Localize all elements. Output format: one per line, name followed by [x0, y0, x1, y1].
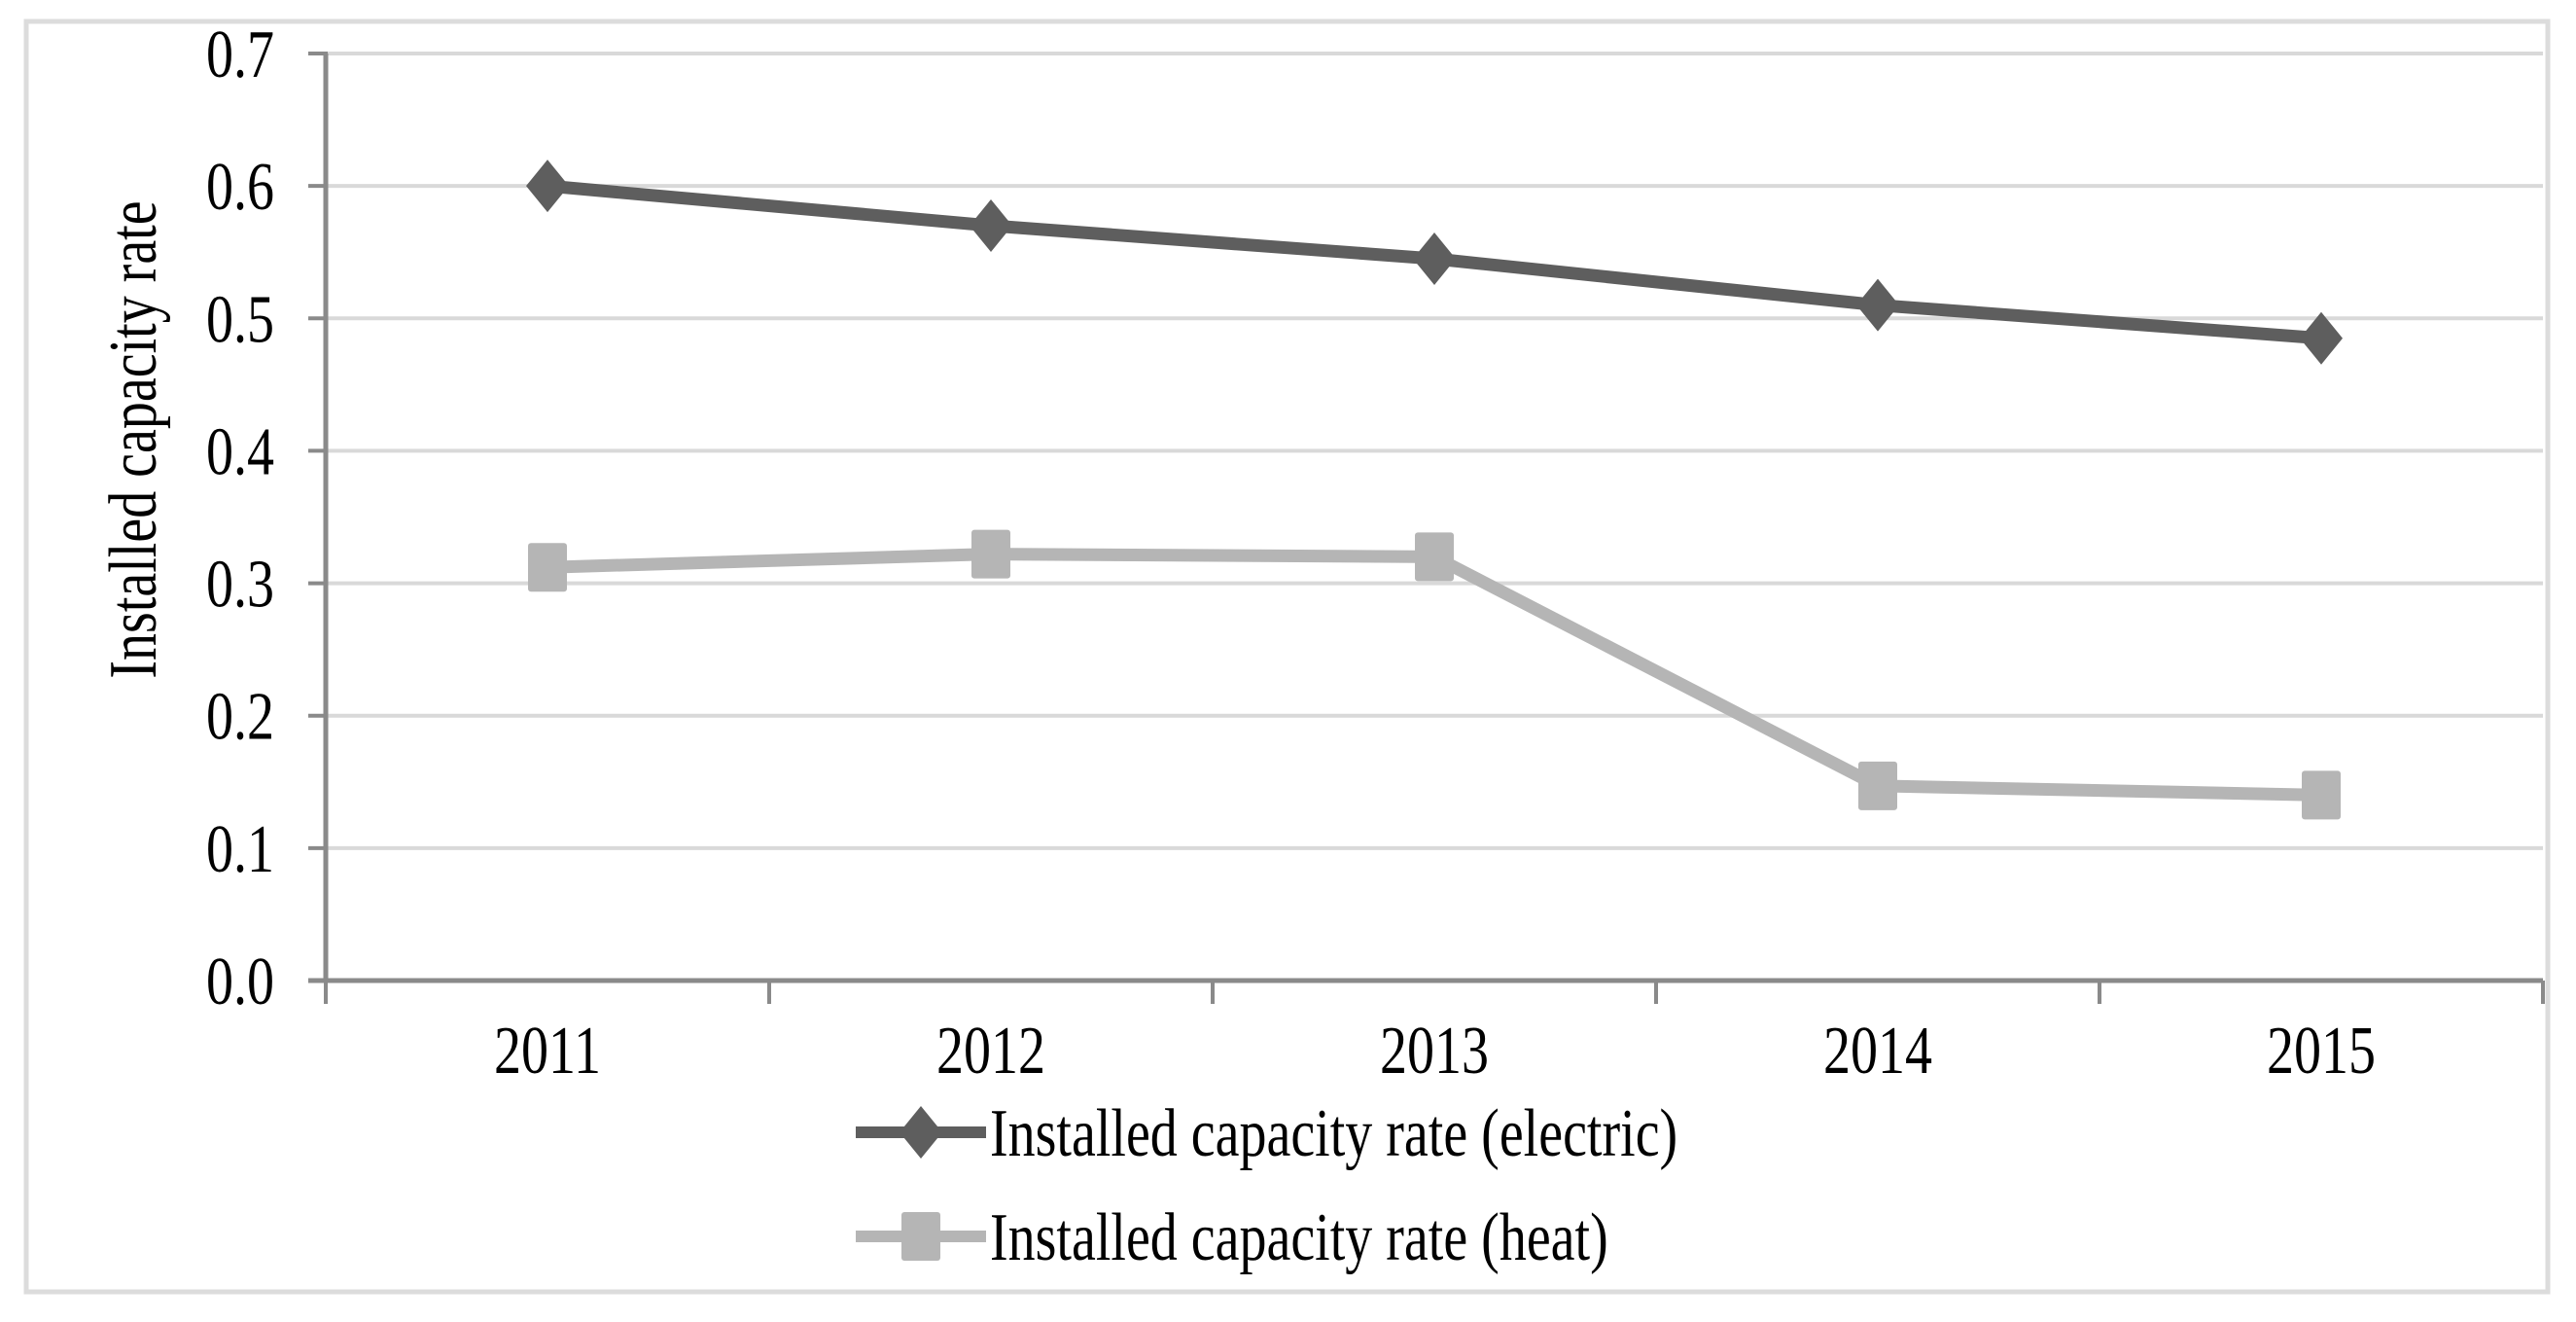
square-marker-icon	[1415, 532, 1454, 582]
y-tick-label: 0.7	[206, 17, 274, 91]
legend-item: Installed capacity rate (electric)	[856, 1095, 1677, 1170]
x-category-label: 2012	[936, 1013, 1045, 1088]
square-marker-icon	[528, 543, 567, 592]
legend-item: Installed capacity rate (heat)	[856, 1199, 1608, 1274]
x-category-label: 2013	[1380, 1013, 1489, 1088]
series-line	[547, 548, 2322, 802]
square-marker-icon	[2302, 770, 2341, 820]
diamond-marker-icon	[1856, 278, 1899, 332]
y-tick-label: 0.2	[206, 679, 274, 754]
y-tick-label: 0.0	[206, 944, 274, 1018]
diamond-marker-icon	[970, 198, 1012, 252]
y-tick-label: 0.3	[206, 547, 274, 622]
legend-square-icon	[901, 1212, 940, 1261]
legend-label: Installed capacity rate (electric)	[990, 1095, 1677, 1170]
diamond-marker-icon	[2300, 311, 2343, 365]
y-axis-title: Installed capacity rate	[95, 200, 170, 678]
x-category-label: 2014	[1823, 1013, 1932, 1088]
legend-label: Installed capacity rate (heat)	[990, 1199, 1608, 1274]
square-marker-icon	[971, 529, 1010, 579]
y-tick-label: 0.5	[206, 281, 274, 356]
figure-frame	[23, 18, 2551, 1295]
y-tick-label: 0.6	[206, 149, 274, 224]
axis-labels: 0.0 0.1 0.2 0.3 0.4 0.5 0.6 0.7 2011 2012 2013 2014…	[206, 17, 2376, 1088]
square-marker-icon	[1858, 761, 1897, 810]
x-category-label: 2015	[2267, 1013, 2376, 1088]
y-tick-label: 0.1	[206, 811, 274, 886]
legend: Installed capacity rate (electric) Instal…	[856, 1095, 1677, 1274]
diamond-marker-icon	[1413, 232, 1456, 286]
plot-area	[308, 52, 2545, 1004]
y-tick-label: 0.4	[206, 414, 274, 489]
diamond-marker-icon	[526, 160, 569, 213]
x-category-label: 2011	[494, 1013, 601, 1088]
legend-diamond-icon	[900, 1106, 942, 1159]
